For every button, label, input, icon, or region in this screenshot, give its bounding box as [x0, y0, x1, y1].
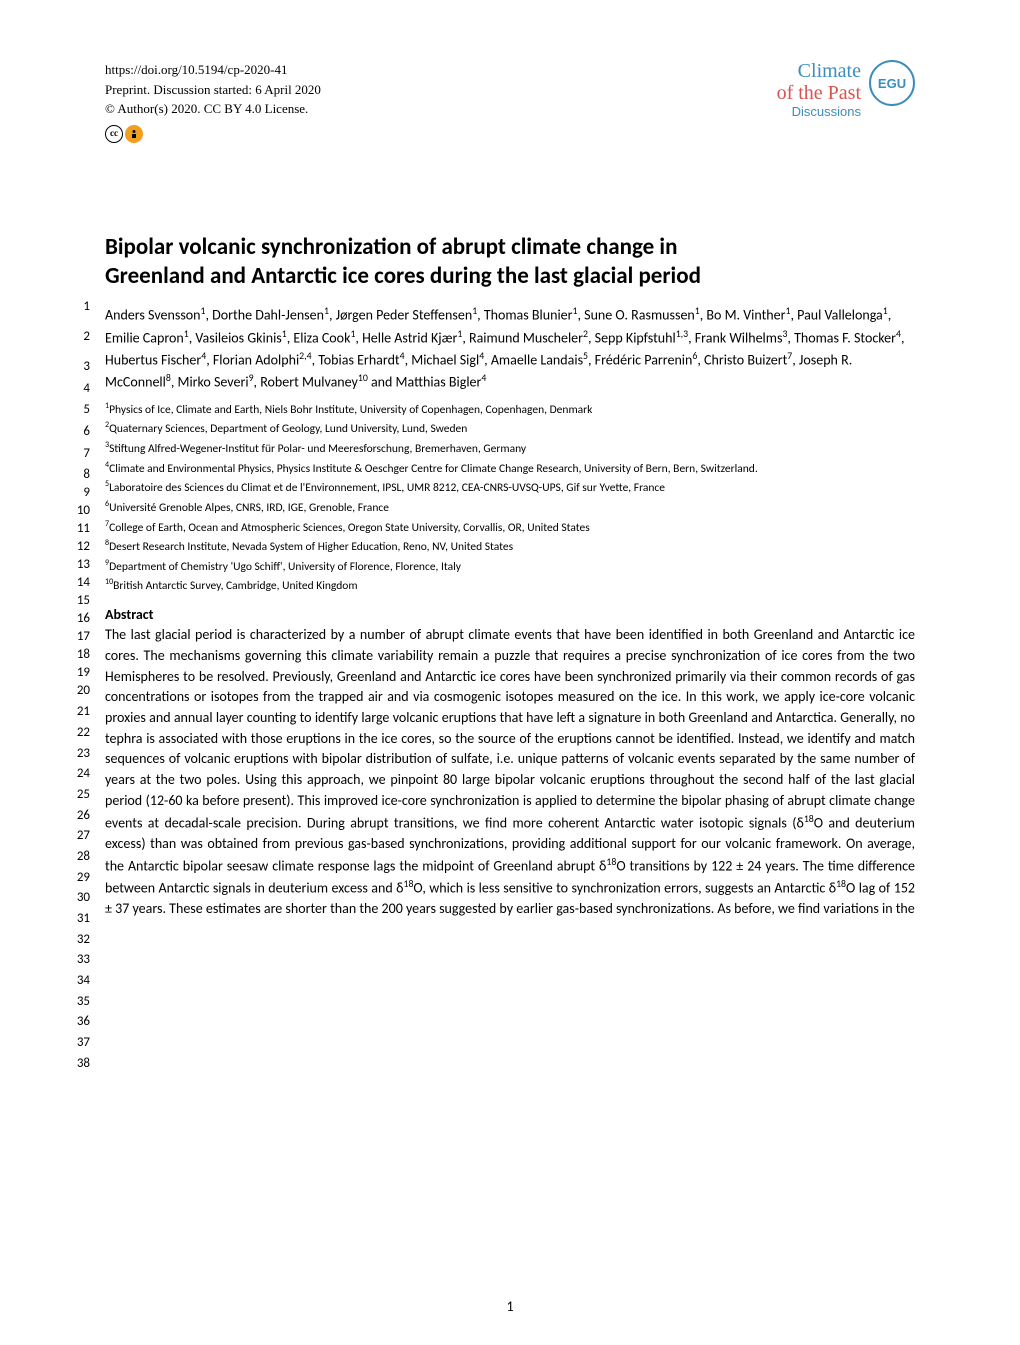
egu-logo: EGU — [869, 60, 915, 106]
line-number: 38 — [68, 1054, 90, 1075]
line-number: 14 — [68, 573, 90, 591]
line-number: 5 — [68, 400, 90, 422]
line-number: 24 — [68, 764, 90, 785]
affiliation-item: 5Laboratoire des Sciences du Climat et d… — [105, 478, 915, 498]
title-line-1: Bipolar volcanic synchronization of abru… — [105, 233, 677, 261]
line-number: 21 — [68, 702, 90, 723]
journal-title-1: Climate — [798, 60, 861, 82]
affiliation-item: 8Desert Research Institute, Nevada Syste… — [105, 537, 915, 557]
author-list: Anders Svensson1, Dorthe Dahl-Jensen1, J… — [105, 304, 915, 393]
preprint-line: Preprint. Discussion started: 6 April 20… — [105, 80, 321, 100]
line-number: 35 — [68, 992, 90, 1013]
copyright-line: © Author(s) 2020. CC BY 4.0 License. — [105, 99, 321, 119]
line-number: 28 — [68, 847, 90, 868]
page-header: https://doi.org/10.5194/cp-2020-41 Prepr… — [105, 60, 915, 143]
line-number: 31 — [68, 909, 90, 930]
abstract-body: The last glacial period is characterized… — [105, 625, 915, 920]
header-left: https://doi.org/10.5194/cp-2020-41 Prepr… — [105, 60, 321, 143]
line-number: 23 — [68, 744, 90, 765]
line-number: 2 — [68, 327, 90, 357]
line-number: 27 — [68, 826, 90, 847]
line-number: 6 — [68, 422, 90, 444]
line-number: 13 — [68, 555, 90, 573]
line-number: 30 — [68, 888, 90, 909]
affiliation-item: 6Université Grenoble Alpes, CNRS, IRD, I… — [105, 498, 915, 518]
journal-block: Climate of the Past Discussions — [777, 60, 861, 119]
journal-title-2: of the Past — [777, 82, 861, 104]
affiliation-item: 1Physics of Ice, Climate and Earth, Niel… — [105, 400, 915, 420]
line-numbers-gutter: 1234567891011121314151617181920212223242… — [68, 297, 90, 1075]
header-right: Climate of the Past Discussions EGU — [777, 60, 915, 119]
affiliation-item: 10British Antarctic Survey, Cambridge, U… — [105, 576, 915, 596]
line-number: 34 — [68, 971, 90, 992]
line-number: 7 — [68, 444, 90, 466]
journal-discussions: Discussions — [777, 104, 861, 119]
line-number: 36 — [68, 1012, 90, 1033]
page-number: 1 — [506, 1298, 513, 1315]
line-number: 25 — [68, 785, 90, 806]
doi-link[interactable]: https://doi.org/10.5194/cp-2020-41 — [105, 60, 321, 80]
line-number: 12 — [68, 537, 90, 555]
line-number: 3 — [68, 357, 90, 379]
line-number: 11 — [68, 519, 90, 537]
line-number: 15 — [68, 591, 90, 609]
line-number: 8 — [68, 465, 90, 483]
abstract-heading: Abstract — [105, 606, 915, 623]
cc-badge: cc — [105, 125, 321, 143]
line-number: 16 — [68, 609, 90, 627]
affiliation-item: 9Department of Chemistry 'Ugo Schiff', U… — [105, 557, 915, 577]
line-number: 4 — [68, 379, 90, 401]
by-icon — [125, 125, 143, 143]
line-number: 9 — [68, 483, 90, 501]
line-number: 19 — [68, 663, 90, 681]
line-number: 22 — [68, 723, 90, 744]
line-number: 1 — [68, 297, 90, 327]
affiliation-item: 4Climate and Environmental Physics, Phys… — [105, 459, 915, 479]
line-number: 33 — [68, 950, 90, 971]
line-number: 10 — [68, 501, 90, 519]
line-number: 26 — [68, 806, 90, 827]
line-number: 17 — [68, 627, 90, 645]
egu-text: EGU — [878, 76, 906, 91]
title-line-2: Greenland and Antarctic ice cores during… — [105, 262, 701, 290]
line-number: 37 — [68, 1033, 90, 1054]
affiliation-item: 7College of Earth, Ocean and Atmospheric… — [105, 518, 915, 538]
line-number: 18 — [68, 645, 90, 663]
cc-icon: cc — [105, 125, 123, 143]
affiliation-list: 1Physics of Ice, Climate and Earth, Niel… — [105, 400, 915, 596]
affiliation-item: 2Quaternary Sciences, Department of Geol… — [105, 419, 915, 439]
line-number: 29 — [68, 868, 90, 889]
paper-title: Bipolar volcanic synchronization of abru… — [105, 233, 915, 293]
affiliation-item: 3Stiftung Alfred-Wegener-Institut für Po… — [105, 439, 915, 459]
line-number: 20 — [68, 681, 90, 702]
line-number: 32 — [68, 930, 90, 951]
